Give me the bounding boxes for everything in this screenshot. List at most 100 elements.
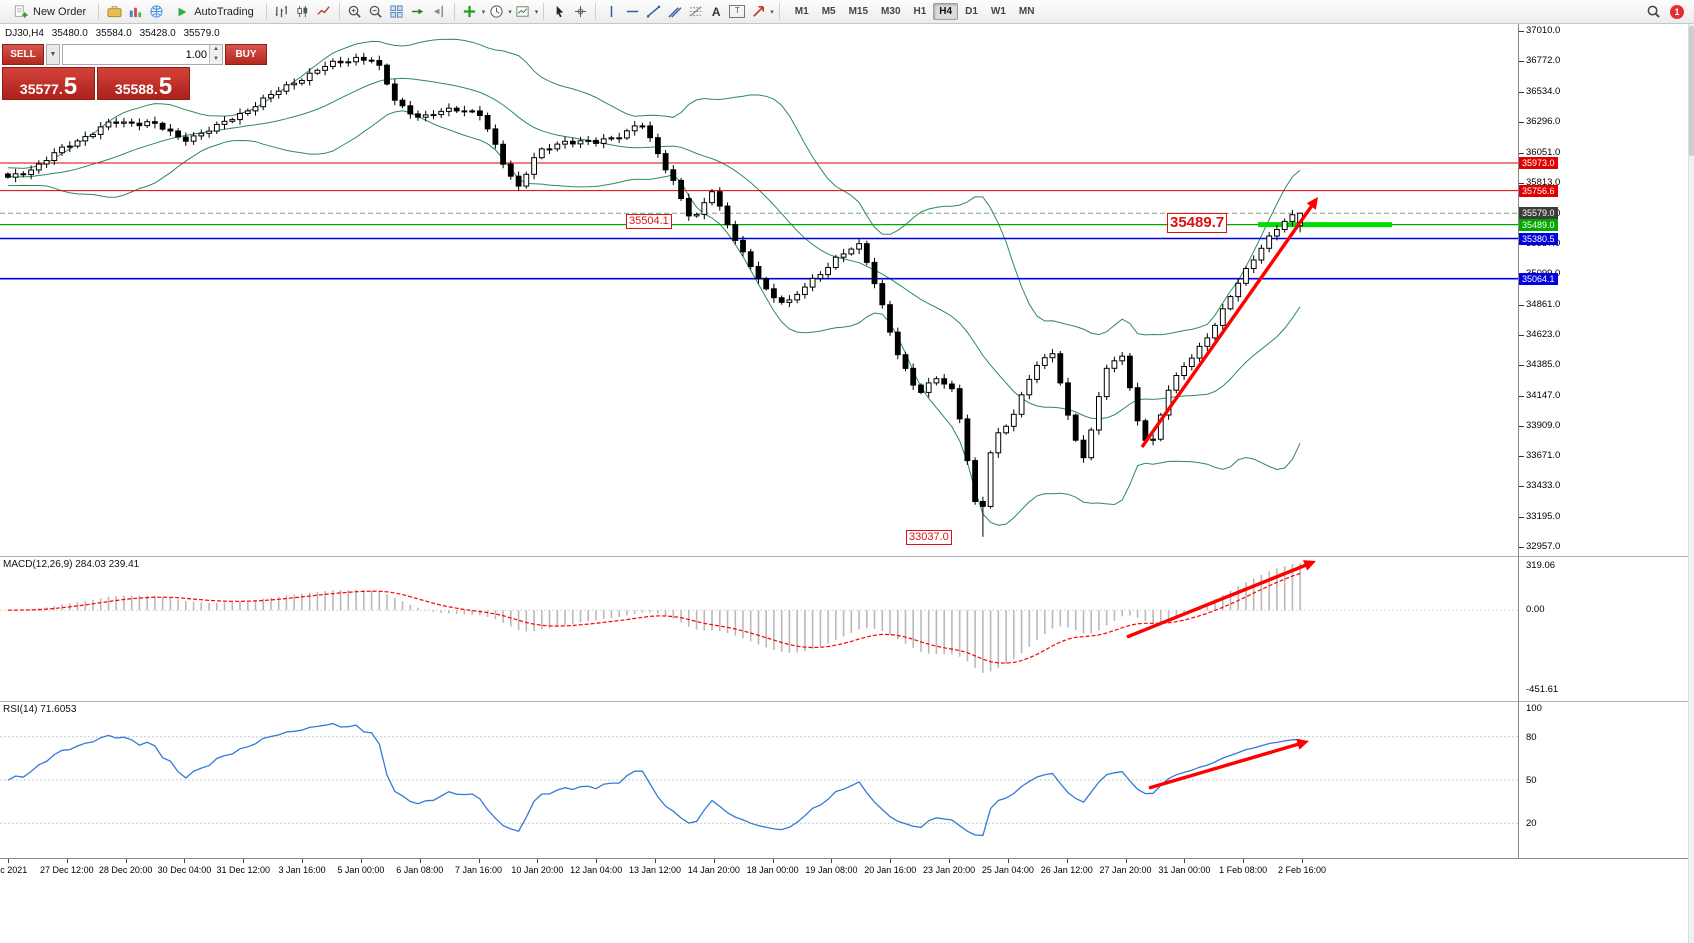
chevron-down-icon[interactable]: ▾	[481, 8, 486, 16]
chart-shift-icon[interactable]	[429, 2, 449, 22]
toolbox-icon[interactable]	[104, 2, 124, 22]
time-axis-label: 25 Jan 04:00	[981, 865, 1034, 875]
new-order-button[interactable]: New Order	[6, 2, 93, 22]
chevron-down-icon[interactable]: ▾	[508, 8, 512, 16]
time-axis-label: 27 Dec 12:00	[40, 865, 94, 875]
tile-windows-icon[interactable]	[387, 2, 407, 22]
bollinger-bands	[7, 38, 1301, 526]
scrollbar-thumb[interactable]	[1689, 26, 1694, 156]
toolbar-separator	[595, 3, 597, 20]
chevron-down-icon[interactable]: ▾	[534, 8, 539, 16]
search-icon[interactable]	[1643, 2, 1663, 22]
time-axis-label: 5 Jan 00:00	[337, 865, 385, 875]
time-axis-tick	[713, 859, 715, 863]
time-axis-label: 3 Jan 16:00	[278, 865, 326, 875]
timeframe-bar: M1 M5 M15 M30 H1 H4 D1 W1 MN	[789, 3, 1041, 20]
notification-badge[interactable]: 1	[1670, 4, 1684, 19]
crosshair-icon[interactable]	[570, 2, 590, 22]
buy-price-base: 35588.	[114, 81, 158, 97]
buy-price-button[interactable]: 35588. 5	[97, 67, 190, 100]
channel-icon[interactable]	[664, 2, 684, 22]
one-click-trade-panel: SELL ▼ ▲▼ BUY 35577.5 35588.5	[2, 44, 267, 100]
text-icon[interactable]: A	[711, 4, 721, 19]
time-axis-tick	[655, 859, 656, 863]
arrows-icon[interactable]	[748, 2, 768, 22]
time-axis-tick	[1243, 859, 1245, 863]
time-axis-label: 1 Feb 08:00	[1219, 865, 1268, 875]
time-axis-label: 19 Jan 08:00	[805, 865, 858, 875]
time-axis-label: 10 Jan 20:00	[511, 865, 564, 875]
time-axis-tick	[419, 859, 421, 863]
time-axis-tick	[184, 859, 186, 863]
toolbar-separator	[338, 3, 340, 20]
time-axis-tick	[1302, 859, 1303, 863]
horizontal-line-icon[interactable]	[622, 2, 642, 22]
tab-timeframe-MN[interactable]: MN	[1018, 6, 1035, 17]
time-axis-tick	[596, 859, 598, 863]
zoom-out-icon[interactable]	[366, 2, 386, 22]
line-chart-icon[interactable]	[314, 2, 334, 22]
volume-stepper[interactable]: ▲ ▼	[209, 45, 222, 64]
time-axis-tick	[1184, 859, 1186, 863]
rsi-indicator-label: RSI(14) 71.6053	[3, 704, 77, 715]
tab-timeframe-M5[interactable]: M5	[821, 6, 836, 17]
volume-input[interactable]	[63, 45, 209, 64]
sell-price-button[interactable]: 35577. 5	[2, 67, 95, 100]
price-axis[interactable]	[1519, 24, 1688, 858]
tab-timeframe-M15[interactable]: M15	[848, 6, 869, 17]
time-axis-tick	[8, 859, 9, 863]
tab-timeframe-H1[interactable]: H1	[913, 6, 927, 17]
toolbar-separator	[453, 3, 455, 20]
auto-scroll-icon[interactable]	[408, 2, 428, 22]
time-axis-tick	[360, 859, 362, 863]
cursor-icon[interactable]	[549, 2, 569, 22]
time-axis-tick	[949, 859, 951, 863]
time-axis-tick	[537, 859, 539, 863]
vertical-line-icon[interactable]	[601, 2, 621, 22]
macd-indicator-label: MACD(12,26,9) 284.03 239.41	[3, 559, 140, 570]
sell-button[interactable]: SELL	[2, 44, 44, 65]
stepper-down-icon[interactable]: ▼	[210, 54, 222, 64]
toolbar-separator	[543, 3, 545, 20]
time-axis[interactable]: Dec 2021 27 Dec 12:00 28 Dec 20:00 30 Dec 0…	[0, 858, 1518, 882]
stepper-up-icon[interactable]: ▲	[210, 45, 222, 55]
charts-icon[interactable]	[125, 2, 145, 22]
autotrading-button[interactable]: AutoTrading	[167, 2, 261, 22]
fibonacci-icon[interactable]	[685, 2, 705, 22]
time-axis-label: 2 Feb 16:00	[1277, 865, 1327, 875]
trend-arrows[interactable]	[1126, 197, 1318, 790]
time-axis-tick	[1007, 859, 1009, 863]
sell-price-base: 35577.	[19, 81, 63, 97]
order-type-dropdown[interactable]: ▼	[46, 44, 60, 65]
candlestick-icon[interactable]	[293, 2, 313, 22]
tab-timeframe-M1[interactable]: M1	[794, 6, 809, 17]
time-axis-label: 31 Jan 00:00	[1158, 865, 1211, 875]
time-axis-tick	[772, 859, 774, 863]
autotrading-label: AutoTrading	[194, 5, 254, 18]
trendline-icon[interactable]	[643, 2, 663, 22]
macd-histogram	[0, 563, 1518, 673]
time-axis-label: 31 Dec 12:00	[216, 865, 271, 875]
indicators-icon[interactable]	[460, 2, 480, 22]
time-axis-tick	[890, 859, 892, 863]
tab-timeframe-M30[interactable]: M30	[881, 6, 901, 17]
time-axis-label: Dec 2021	[0, 865, 28, 875]
community-icon[interactable]	[146, 2, 166, 22]
tab-timeframe-H4[interactable]: H4	[933, 3, 959, 20]
tab-timeframe-D1[interactable]: D1	[965, 6, 978, 17]
periods-icon[interactable]	[486, 2, 506, 22]
candles	[5, 52, 1303, 537]
time-axis-label: 18 Jan 00:00	[746, 865, 799, 875]
time-axis-label: 6 Jan 08:00	[396, 865, 444, 875]
tab-timeframe-W1[interactable]: W1	[990, 6, 1006, 17]
templates-icon[interactable]	[513, 2, 533, 22]
label-icon[interactable]: T	[727, 2, 747, 22]
chevron-down-icon[interactable]: ▾	[770, 8, 774, 16]
chevron-down-icon: ▼	[49, 51, 57, 58]
zoom-in-icon[interactable]	[345, 2, 365, 22]
chart-ohlc-header: DJ30,H4 35480.0 35584.0 35428.0 35579.0	[5, 28, 225, 39]
buy-button[interactable]: BUY	[225, 44, 267, 65]
vertical-scrollbar[interactable]	[1688, 24, 1694, 943]
bar-chart-icon[interactable]	[272, 2, 292, 22]
